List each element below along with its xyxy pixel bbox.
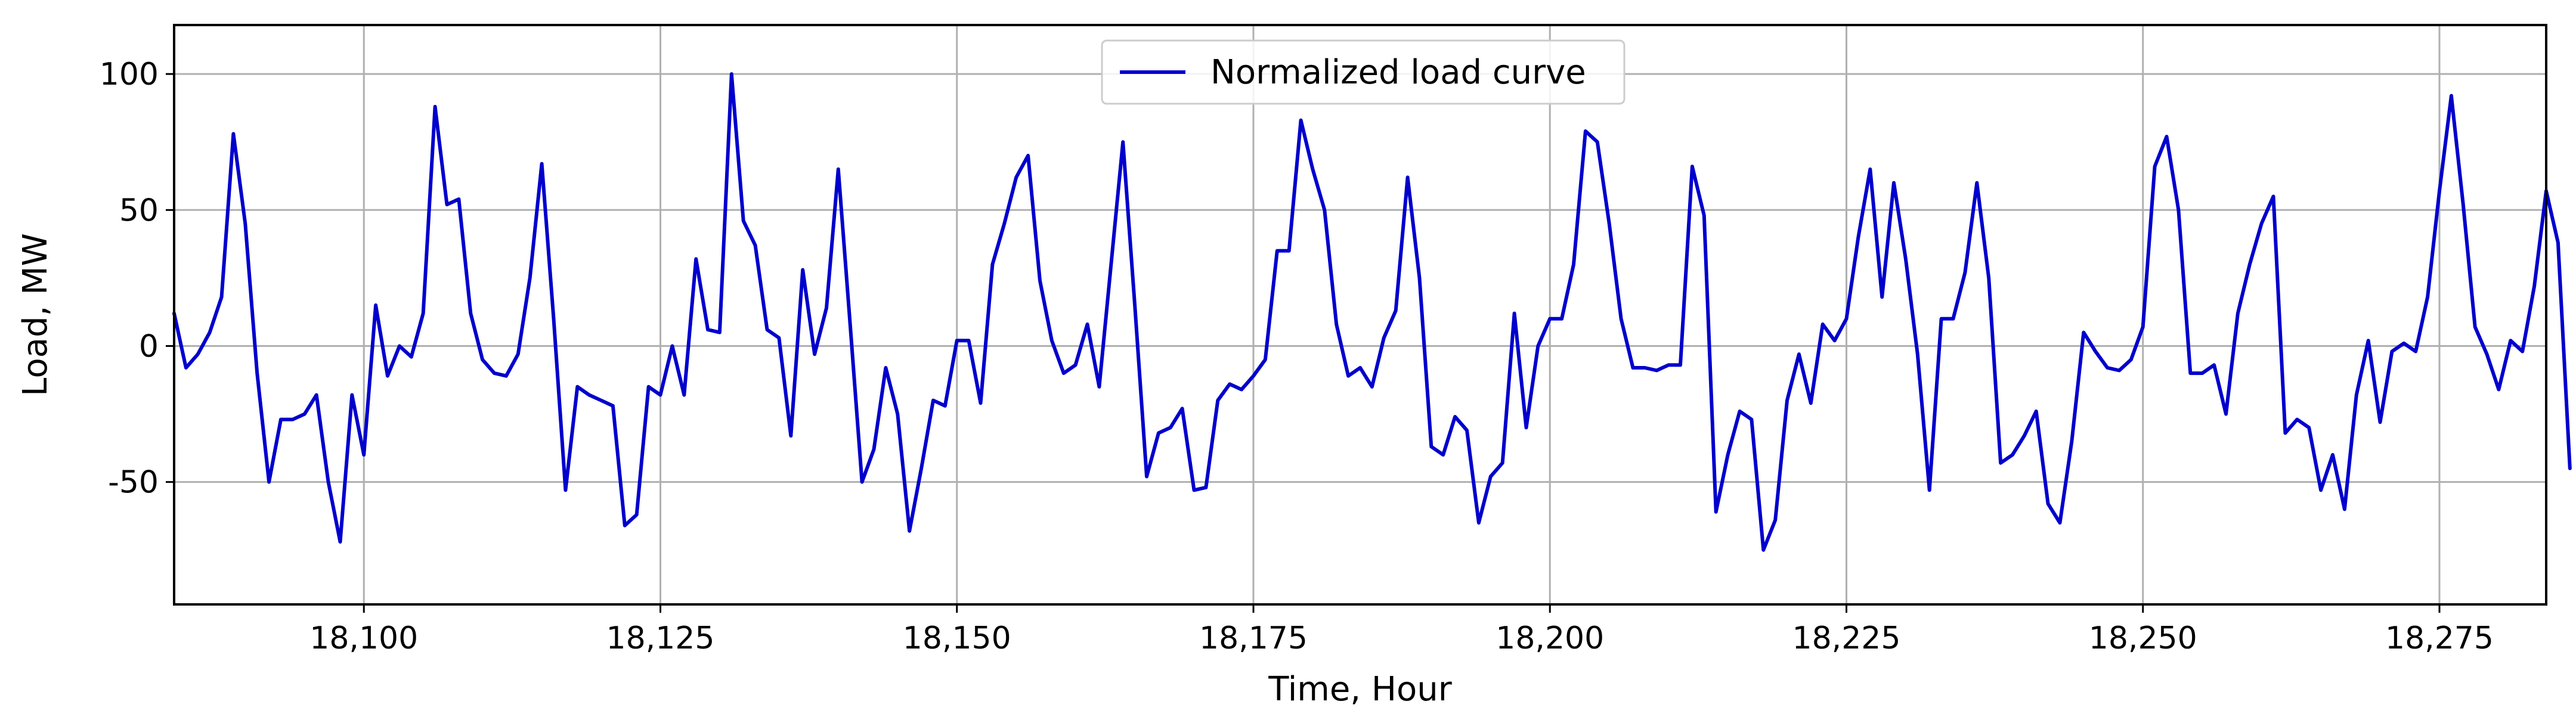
- y-tick-label-1: 50: [119, 193, 159, 228]
- y-tick-label-3: -50: [108, 465, 159, 501]
- y-axis-title: Load, MW: [16, 233, 55, 396]
- x-tick-label-2: 18,150: [903, 620, 1011, 656]
- legend: Normalized load curve: [1101, 39, 1626, 105]
- x-tick-label-4: 18,200: [1496, 620, 1604, 656]
- x-tick-label-1: 18,125: [606, 620, 715, 656]
- x-tick-label-6: 18,250: [2089, 620, 2197, 656]
- legend-label: Normalized load curve: [1210, 53, 1586, 92]
- x-tick-label-5: 18,225: [1792, 620, 1901, 656]
- plot-frame: [173, 24, 2547, 606]
- grid-layer: [174, 25, 2546, 604]
- y-tick-label-0: 100: [100, 57, 159, 92]
- x-tick-label-3: 18,175: [1199, 620, 1308, 656]
- y-tick-label-2: 0: [139, 328, 159, 364]
- x-axis-title: Time, Hour: [1268, 670, 1453, 709]
- series-line-0: [172, 72, 2572, 552]
- y-axis-ticks: 100 50 0 -50: [100, 57, 174, 501]
- x-axis-ticks: 18,100 18,125 18,150 18,175 18,200 18,225 18,2…: [309, 604, 2494, 656]
- x-tick-label-7: 18,275: [2385, 620, 2494, 656]
- series-layer: [172, 72, 2572, 552]
- x-tick-label-0: 18,100: [309, 620, 418, 656]
- legend-box: [1101, 39, 1626, 105]
